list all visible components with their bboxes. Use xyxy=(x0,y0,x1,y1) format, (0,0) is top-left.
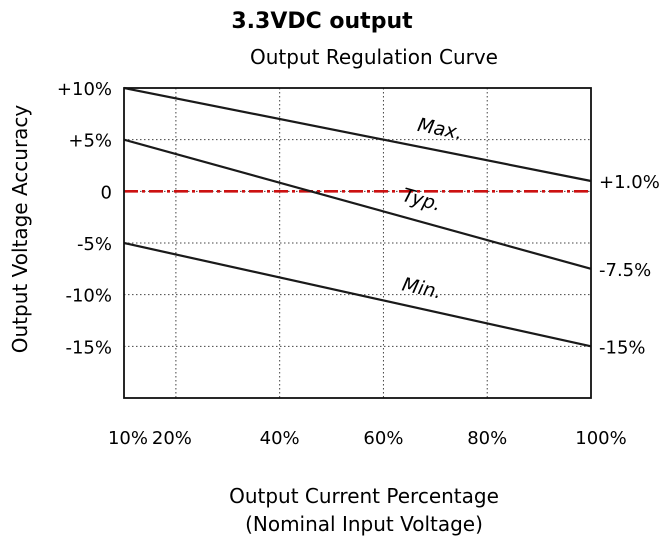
x-tick-label: 100% xyxy=(575,428,626,449)
y-tick-label: -5% xyxy=(77,234,112,255)
x-axis-label-note: (Nominal Input Voltage) xyxy=(245,512,483,536)
series-label: Typ. xyxy=(400,184,444,216)
series-end-label: -15% xyxy=(599,337,646,358)
y-tick-label: +10% xyxy=(57,79,112,100)
chart-subtitle: Output Regulation Curve xyxy=(250,45,498,69)
plot-frame xyxy=(123,87,592,399)
chart-title: 3.3VDC output xyxy=(231,9,413,34)
series-end-label: +1.0% xyxy=(599,172,660,193)
x-tick-label: 60% xyxy=(363,428,403,449)
series-line xyxy=(123,241,592,348)
x-axis-label: Output Current Percentage xyxy=(229,484,499,508)
tick-labels: +10% +5% 0 -5% -10% -15% 10% 20% 40% 60% 80% 100% xyxy=(57,79,627,449)
x-tick-label: 10% xyxy=(108,428,148,449)
series-label: Min. xyxy=(400,274,444,304)
y-tick-label: -15% xyxy=(65,337,112,358)
x-tick-label: 40% xyxy=(260,428,300,449)
series-end-label: -7.5% xyxy=(599,260,651,281)
x-tick-label: 20% xyxy=(152,428,192,449)
y-tick-label: -10% xyxy=(65,286,112,307)
y-axis-label: Output Voltage Accuracy xyxy=(8,105,32,354)
series-line xyxy=(123,138,592,270)
series-line xyxy=(123,86,592,183)
y-tick-label: 0 xyxy=(101,182,112,203)
y-tick-label: +5% xyxy=(68,131,112,152)
series-label: Max. xyxy=(416,114,465,144)
series-group: Max. +1.0% Typ. -7.5% Min. -15% xyxy=(123,86,660,358)
x-tick-label: 80% xyxy=(467,428,507,449)
